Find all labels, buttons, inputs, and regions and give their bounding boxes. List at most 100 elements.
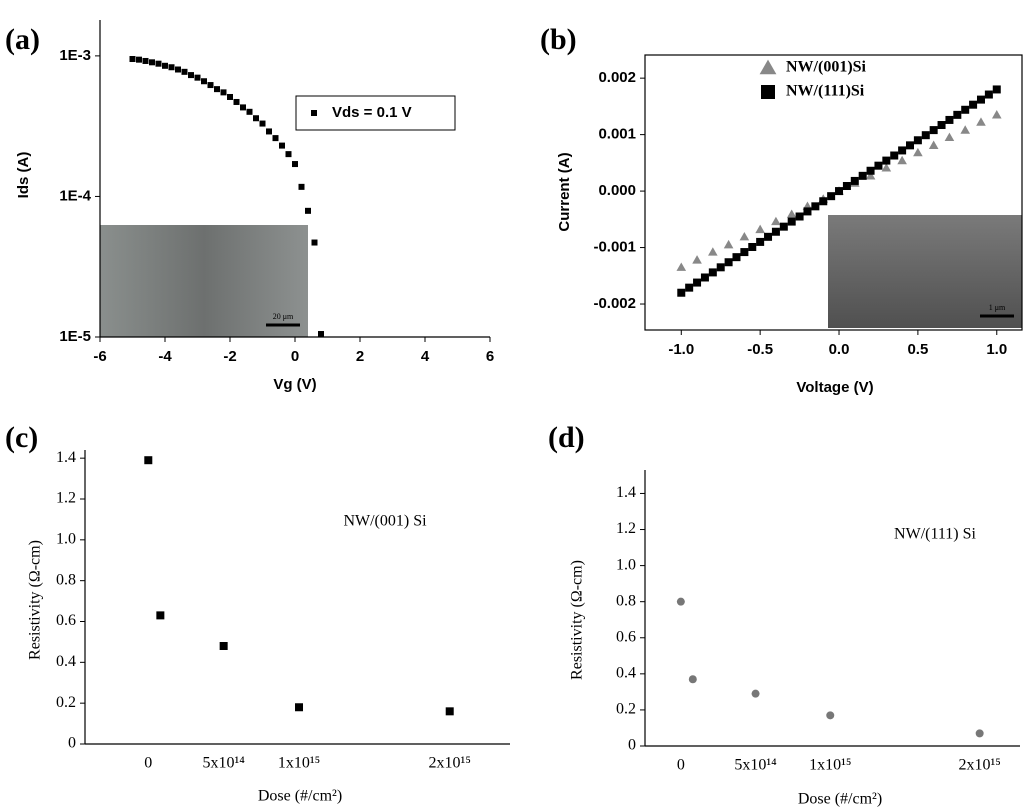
marker xyxy=(761,85,775,99)
y-tick-label: 0.6 xyxy=(616,628,636,645)
panel-title: (d) xyxy=(548,421,585,454)
marker xyxy=(786,209,797,218)
x-tick-label: -0.5 xyxy=(747,341,773,358)
marker xyxy=(724,258,733,267)
y-axis-label: Ids (A) xyxy=(15,152,32,199)
marker xyxy=(921,131,930,140)
x-tick-label: 2 xyxy=(356,348,364,365)
marker xyxy=(298,183,305,190)
y-axis-label: Resistivity (Ω-cm) xyxy=(27,540,44,660)
marker xyxy=(266,128,272,135)
marker xyxy=(311,110,317,116)
marker xyxy=(129,56,136,63)
marker xyxy=(819,197,828,206)
marker xyxy=(155,60,162,67)
marker xyxy=(984,90,993,99)
marker xyxy=(751,689,760,698)
y-tick-label: 1.2 xyxy=(56,490,76,507)
y-axis-label: Resistivity (Ω-cm) xyxy=(569,560,586,680)
marker xyxy=(708,268,717,277)
marker xyxy=(991,110,1002,119)
y-axis-label: Current (A) xyxy=(556,152,573,231)
scale-label: 1 μm xyxy=(989,303,1006,312)
marker xyxy=(272,135,279,142)
y-tick-label: 0.4 xyxy=(56,653,76,670)
x-tick-label: -4 xyxy=(158,348,172,365)
marker xyxy=(240,104,246,111)
marker xyxy=(756,237,765,246)
marker xyxy=(188,72,194,79)
y-tick-label: 0.4 xyxy=(616,665,636,682)
marker xyxy=(149,59,155,66)
marker xyxy=(692,255,702,264)
marker xyxy=(732,253,741,262)
legend-label: Vds = 0.1 V xyxy=(332,104,412,121)
panel: 0 5x10¹⁴ 1x10¹⁵ 2x10¹⁵ 0 0.2 0.4 0.6 0.8 1.0 1.2 1.… xyxy=(548,421,1020,808)
marker xyxy=(898,146,907,155)
marker xyxy=(305,207,311,214)
marker xyxy=(162,62,168,69)
marker xyxy=(716,263,725,272)
y-tick-label: 0.8 xyxy=(616,592,636,609)
marker xyxy=(219,642,228,650)
marker xyxy=(975,729,984,738)
marker xyxy=(835,187,844,196)
marker xyxy=(874,161,883,170)
x-tick-label: -6 xyxy=(93,348,106,365)
x-tick-label: 5x10¹⁴ xyxy=(734,757,777,774)
x-tick-label: 0 xyxy=(291,348,299,365)
x-tick-label: 0 xyxy=(144,755,152,772)
marker xyxy=(929,126,938,135)
marker xyxy=(227,93,233,100)
x-tick-label: 1x10¹⁵ xyxy=(809,757,851,774)
panel-title: (c) xyxy=(5,421,38,454)
marker xyxy=(759,59,777,75)
marker xyxy=(771,216,781,226)
marker xyxy=(976,117,986,126)
marker xyxy=(928,140,939,149)
marker xyxy=(969,100,978,109)
marker xyxy=(142,57,149,64)
x-tick-label: -1.0 xyxy=(668,341,694,358)
marker xyxy=(693,278,702,287)
x-tick-label: 1x10¹⁵ xyxy=(278,755,320,772)
y-tick-label: 0.8 xyxy=(56,571,76,588)
marker xyxy=(311,239,318,246)
marker xyxy=(803,207,812,216)
marker xyxy=(771,227,780,236)
marker xyxy=(181,68,188,75)
marker xyxy=(913,147,923,157)
x-axis-label: Vg (V) xyxy=(273,376,316,393)
marker xyxy=(292,161,298,168)
marker xyxy=(279,142,285,149)
marker xyxy=(960,125,971,134)
marker xyxy=(318,331,324,338)
x-tick-label: 2x10¹⁵ xyxy=(958,757,1000,774)
y-tick-label: 0.002 xyxy=(598,69,636,86)
panel: 0 5x10¹⁴ 1x10¹⁵ 2x10¹⁵ 0 0.2 0.4 0.6 0.8 1.0 1.2 1.… xyxy=(5,421,510,805)
inset-image xyxy=(100,225,308,337)
marker xyxy=(676,597,685,606)
marker xyxy=(976,95,985,104)
x-tick-label: 0.5 xyxy=(907,341,928,358)
marker xyxy=(168,64,175,71)
marker xyxy=(945,115,954,124)
inset-image xyxy=(828,215,1022,328)
marker xyxy=(992,85,1001,94)
x-tick-label: 6 xyxy=(486,348,494,365)
y-tick-label: -0.002 xyxy=(593,295,636,312)
x-axis-label: Dose (#/cm²) xyxy=(258,788,342,805)
marker xyxy=(906,141,915,150)
marker xyxy=(246,108,253,115)
y-tick-label: 0.6 xyxy=(56,612,76,629)
marker xyxy=(787,217,796,226)
marker xyxy=(826,711,835,720)
marker xyxy=(201,78,207,85)
marker xyxy=(755,224,765,234)
x-tick-label: 0 xyxy=(677,757,685,774)
x-axis-label: Voltage (V) xyxy=(796,379,873,396)
y-tick-label: 1.0 xyxy=(56,531,76,548)
marker xyxy=(156,611,165,620)
y-tick-label: 0.2 xyxy=(56,694,76,711)
annotation: NW/(001) Si xyxy=(343,513,427,530)
